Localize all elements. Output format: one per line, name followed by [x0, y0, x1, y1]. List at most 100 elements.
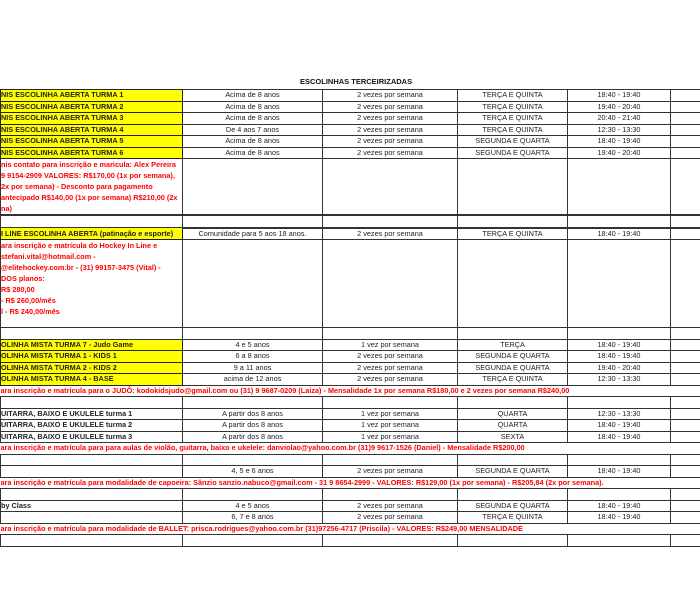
- empty-cell[interactable]: [567, 488, 671, 501]
- empty-cell[interactable]: [567, 453, 671, 466]
- cell-time[interactable]: 19:40 - 20:40: [567, 100, 671, 113]
- cell-weekdays[interactable]: QUARTA: [457, 407, 568, 420]
- cell-time[interactable]: 19:40 - 20:40: [567, 146, 671, 159]
- cell-time[interactable]: 19:40 - 20:40: [567, 361, 671, 374]
- cell-age-range[interactable]: 9 a 11 anos: [182, 361, 323, 374]
- empty-cell[interactable]: [0, 488, 183, 501]
- cell-extra[interactable]: [670, 419, 700, 432]
- contact-note[interactable]: nis contato para inscrição e maricula: A…: [0, 158, 183, 216]
- empty-cell[interactable]: [322, 453, 458, 466]
- empty-cell[interactable]: [322, 534, 458, 547]
- cell-class-name[interactable]: OLINHA MISTA TURMA 1 - KIDS 1: [0, 350, 183, 363]
- cell-extra[interactable]: [670, 430, 700, 443]
- cell-frequency[interactable]: 1 vez por semana: [322, 430, 458, 443]
- cell-weekdays[interactable]: TERÇA E QUINTA: [457, 89, 568, 102]
- cell-frequency[interactable]: 2 vezes por semana: [322, 499, 458, 512]
- empty-cell[interactable]: [670, 239, 700, 328]
- cell-class-name[interactable]: UITARRA, BAIXO E UKULELE turma 3: [0, 430, 183, 443]
- empty-cell[interactable]: [182, 214, 323, 228]
- cell-age-range[interactable]: 4, 5 e 6 anos: [182, 465, 323, 478]
- contact-note[interactable]: ara inscrição e matrícula para modalidad…: [0, 476, 700, 489]
- cell-weekdays[interactable]: SEGUNDA E QUARTA: [457, 350, 568, 363]
- empty-cell[interactable]: [457, 453, 568, 466]
- cell-class-name[interactable]: [0, 465, 183, 478]
- empty-cell[interactable]: [670, 453, 700, 466]
- empty-cell[interactable]: [0, 534, 183, 547]
- cell-class-name[interactable]: NIS ESCOLINHA ABERTA TURMA 2: [0, 100, 183, 113]
- cell-class-name[interactable]: NIS ESCOLINHA ABERTA TURMA 4: [0, 123, 183, 136]
- cell-extra[interactable]: [670, 146, 700, 159]
- cell-class-name[interactable]: NIS ESCOLINHA ABERTA TURMA 1: [0, 89, 183, 102]
- cell-time[interactable]: 18:40 - 19:40: [567, 350, 671, 363]
- cell-frequency[interactable]: 2 vezes por semana: [322, 226, 458, 240]
- cell-extra[interactable]: [670, 89, 700, 102]
- cell-extra[interactable]: [670, 226, 700, 240]
- cell-age-range[interactable]: acima de 12 anos: [182, 373, 323, 386]
- empty-cell[interactable]: [0, 214, 183, 228]
- cell-frequency[interactable]: 2 vezes por semana: [322, 373, 458, 386]
- cell-weekdays[interactable]: SEXTA: [457, 430, 568, 443]
- empty-cell[interactable]: [567, 214, 671, 228]
- cell-weekdays[interactable]: SEGUNDA E QUARTA: [457, 135, 568, 148]
- cell-extra[interactable]: [670, 338, 700, 351]
- cell-frequency[interactable]: 1 vez por semana: [322, 419, 458, 432]
- cell-weekdays[interactable]: SEGUNDA E QUARTA: [457, 146, 568, 159]
- cell-age-range[interactable]: A partir dos 8 anos: [182, 430, 323, 443]
- cell-weekdays[interactable]: TERÇA E QUINTA: [457, 226, 568, 240]
- empty-cell[interactable]: [182, 327, 323, 340]
- empty-cell[interactable]: [182, 396, 323, 409]
- empty-cell[interactable]: [670, 158, 700, 216]
- cell-class-name[interactable]: UITARRA, BAIXO E UKULELE turma 2: [0, 419, 183, 432]
- cell-class-name[interactable]: UITARRA, BAIXO E UKULELE turma 1: [0, 407, 183, 420]
- empty-cell[interactable]: [182, 239, 323, 328]
- cell-weekdays[interactable]: TERÇA E QUINTA: [457, 100, 568, 113]
- empty-cell[interactable]: [457, 327, 568, 340]
- empty-cell[interactable]: [670, 534, 700, 547]
- empty-cell[interactable]: [670, 327, 700, 340]
- cell-extra[interactable]: [670, 407, 700, 420]
- cell-class-name[interactable]: NIS ESCOLINHA ABERTA TURMA 3: [0, 112, 183, 125]
- contact-note[interactable]: ara inscrição e matrícula para para aula…: [0, 442, 700, 455]
- cell-time[interactable]: 18:40 - 19:40: [567, 89, 671, 102]
- cell-extra[interactable]: [670, 135, 700, 148]
- cell-time[interactable]: 12:30 - 13:30: [567, 373, 671, 386]
- cell-time[interactable]: 18:40 - 19:40: [567, 135, 671, 148]
- cell-frequency[interactable]: 2 vezes por semana: [322, 112, 458, 125]
- empty-cell[interactable]: [457, 239, 568, 328]
- empty-cell[interactable]: [322, 396, 458, 409]
- cell-time[interactable]: 12:30 - 13:30: [567, 407, 671, 420]
- cell-class-name[interactable]: [0, 511, 183, 524]
- cell-weekdays[interactable]: TERÇA E QUINTA: [457, 123, 568, 136]
- cell-frequency[interactable]: 2 vezes por semana: [322, 100, 458, 113]
- cell-class-name[interactable]: OLINHA MISTA TURMA 7 - Judo Game: [0, 338, 183, 351]
- cell-extra[interactable]: [670, 511, 700, 524]
- cell-age-range[interactable]: Acima de 8 anos: [182, 135, 323, 148]
- cell-class-name[interactable]: NIS ESCOLINHA ABERTA TURMA 5: [0, 135, 183, 148]
- cell-class-name[interactable]: OLINHA MISTA TURMA 4 - BASE: [0, 373, 183, 386]
- empty-cell[interactable]: [0, 453, 183, 466]
- empty-cell[interactable]: [322, 327, 458, 340]
- cell-extra[interactable]: [670, 112, 700, 125]
- cell-extra[interactable]: [670, 350, 700, 363]
- cell-time[interactable]: 18:40 - 19:40: [567, 226, 671, 240]
- cell-frequency[interactable]: 2 vezes por semana: [322, 146, 458, 159]
- empty-cell[interactable]: [182, 158, 323, 216]
- empty-cell[interactable]: [182, 534, 323, 547]
- empty-cell[interactable]: [567, 396, 671, 409]
- cell-frequency[interactable]: 2 vezes por semana: [322, 511, 458, 524]
- cell-time[interactable]: 18:40 - 19:40: [567, 338, 671, 351]
- cell-extra[interactable]: [670, 361, 700, 374]
- cell-weekdays[interactable]: TERÇA E QUINTA: [457, 373, 568, 386]
- empty-cell[interactable]: [457, 214, 568, 228]
- cell-age-range[interactable]: Comunidade para 5 aos 18 anos.: [182, 226, 323, 240]
- contact-note[interactable]: ara inscrição e matrícula do Hockey In L…: [0, 239, 183, 328]
- cell-age-range[interactable]: Acima de 8 anos: [182, 89, 323, 102]
- cell-time[interactable]: 12:30 - 13:30: [567, 123, 671, 136]
- empty-cell[interactable]: [567, 534, 671, 547]
- cell-age-range[interactable]: De 4 aos 7 anos: [182, 123, 323, 136]
- cell-weekdays[interactable]: TERÇA E QUINTA: [457, 511, 568, 524]
- cell-age-range[interactable]: Acima de 8 anos: [182, 100, 323, 113]
- empty-cell[interactable]: [0, 327, 183, 340]
- cell-time[interactable]: 18:40 - 19:40: [567, 511, 671, 524]
- cell-time[interactable]: 18:40 - 19:40: [567, 419, 671, 432]
